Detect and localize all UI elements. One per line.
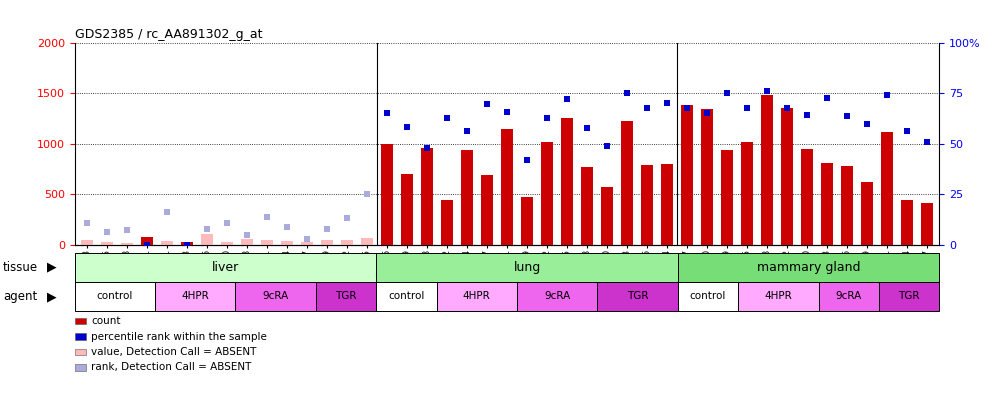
Text: 4HPR: 4HPR (181, 292, 209, 301)
Text: control: control (690, 292, 727, 301)
Bar (841, 166, 853, 245)
Bar (641, 165, 653, 245)
Bar (921, 202, 933, 245)
Text: TGR: TGR (335, 292, 357, 301)
Bar (521, 198, 533, 245)
Text: mammary gland: mammary gland (756, 261, 861, 274)
Bar (581, 167, 593, 245)
Bar (161, 241, 173, 245)
Text: 4HPR: 4HPR (764, 292, 792, 301)
Bar (201, 234, 213, 245)
Bar (902, 200, 913, 245)
Text: TGR: TGR (899, 292, 919, 301)
Text: control: control (389, 292, 424, 301)
Bar (241, 239, 252, 245)
Text: ▶: ▶ (47, 261, 57, 274)
Bar (301, 242, 313, 245)
Text: 9cRA: 9cRA (836, 292, 862, 301)
Text: agent: agent (3, 290, 37, 303)
Text: lung: lung (514, 261, 541, 274)
Bar (681, 105, 693, 245)
Bar (120, 243, 132, 245)
Text: control: control (96, 292, 133, 301)
Bar (742, 142, 753, 245)
Bar (801, 149, 813, 245)
Text: value, Detection Call = ABSENT: value, Detection Call = ABSENT (91, 347, 256, 357)
Bar (381, 144, 393, 245)
Bar (100, 242, 112, 245)
Bar (181, 242, 193, 245)
Text: rank, Detection Call = ABSENT: rank, Detection Call = ABSENT (91, 362, 251, 372)
Bar (761, 95, 773, 245)
Bar (882, 132, 894, 245)
Bar (861, 182, 874, 245)
Text: liver: liver (212, 261, 239, 274)
Bar (280, 241, 293, 245)
Bar (401, 174, 413, 245)
Bar (260, 240, 272, 245)
Text: 4HPR: 4HPR (463, 292, 491, 301)
Bar (420, 148, 432, 245)
Text: GDS2385 / rc_AA891302_g_at: GDS2385 / rc_AA891302_g_at (75, 28, 262, 41)
Text: tissue: tissue (3, 261, 38, 274)
Text: 9cRA: 9cRA (262, 292, 289, 301)
Bar (561, 118, 573, 245)
Bar (481, 175, 493, 245)
Bar (621, 122, 633, 245)
Bar (81, 240, 92, 245)
Text: ▶: ▶ (47, 290, 57, 303)
Bar (701, 109, 713, 245)
Bar (461, 150, 473, 245)
Bar (601, 187, 613, 245)
Bar (781, 108, 793, 245)
Bar (221, 242, 233, 245)
Bar (501, 129, 513, 245)
Bar (721, 150, 734, 245)
Text: TGR: TGR (627, 292, 648, 301)
Bar (541, 142, 553, 245)
Bar (321, 240, 333, 245)
Bar (361, 238, 373, 245)
Text: percentile rank within the sample: percentile rank within the sample (91, 332, 267, 341)
Bar (441, 200, 453, 245)
Bar (341, 240, 353, 245)
Bar (821, 163, 833, 245)
Bar (661, 164, 673, 245)
Text: count: count (91, 316, 121, 326)
Text: 9cRA: 9cRA (544, 292, 571, 301)
Bar (140, 237, 153, 245)
